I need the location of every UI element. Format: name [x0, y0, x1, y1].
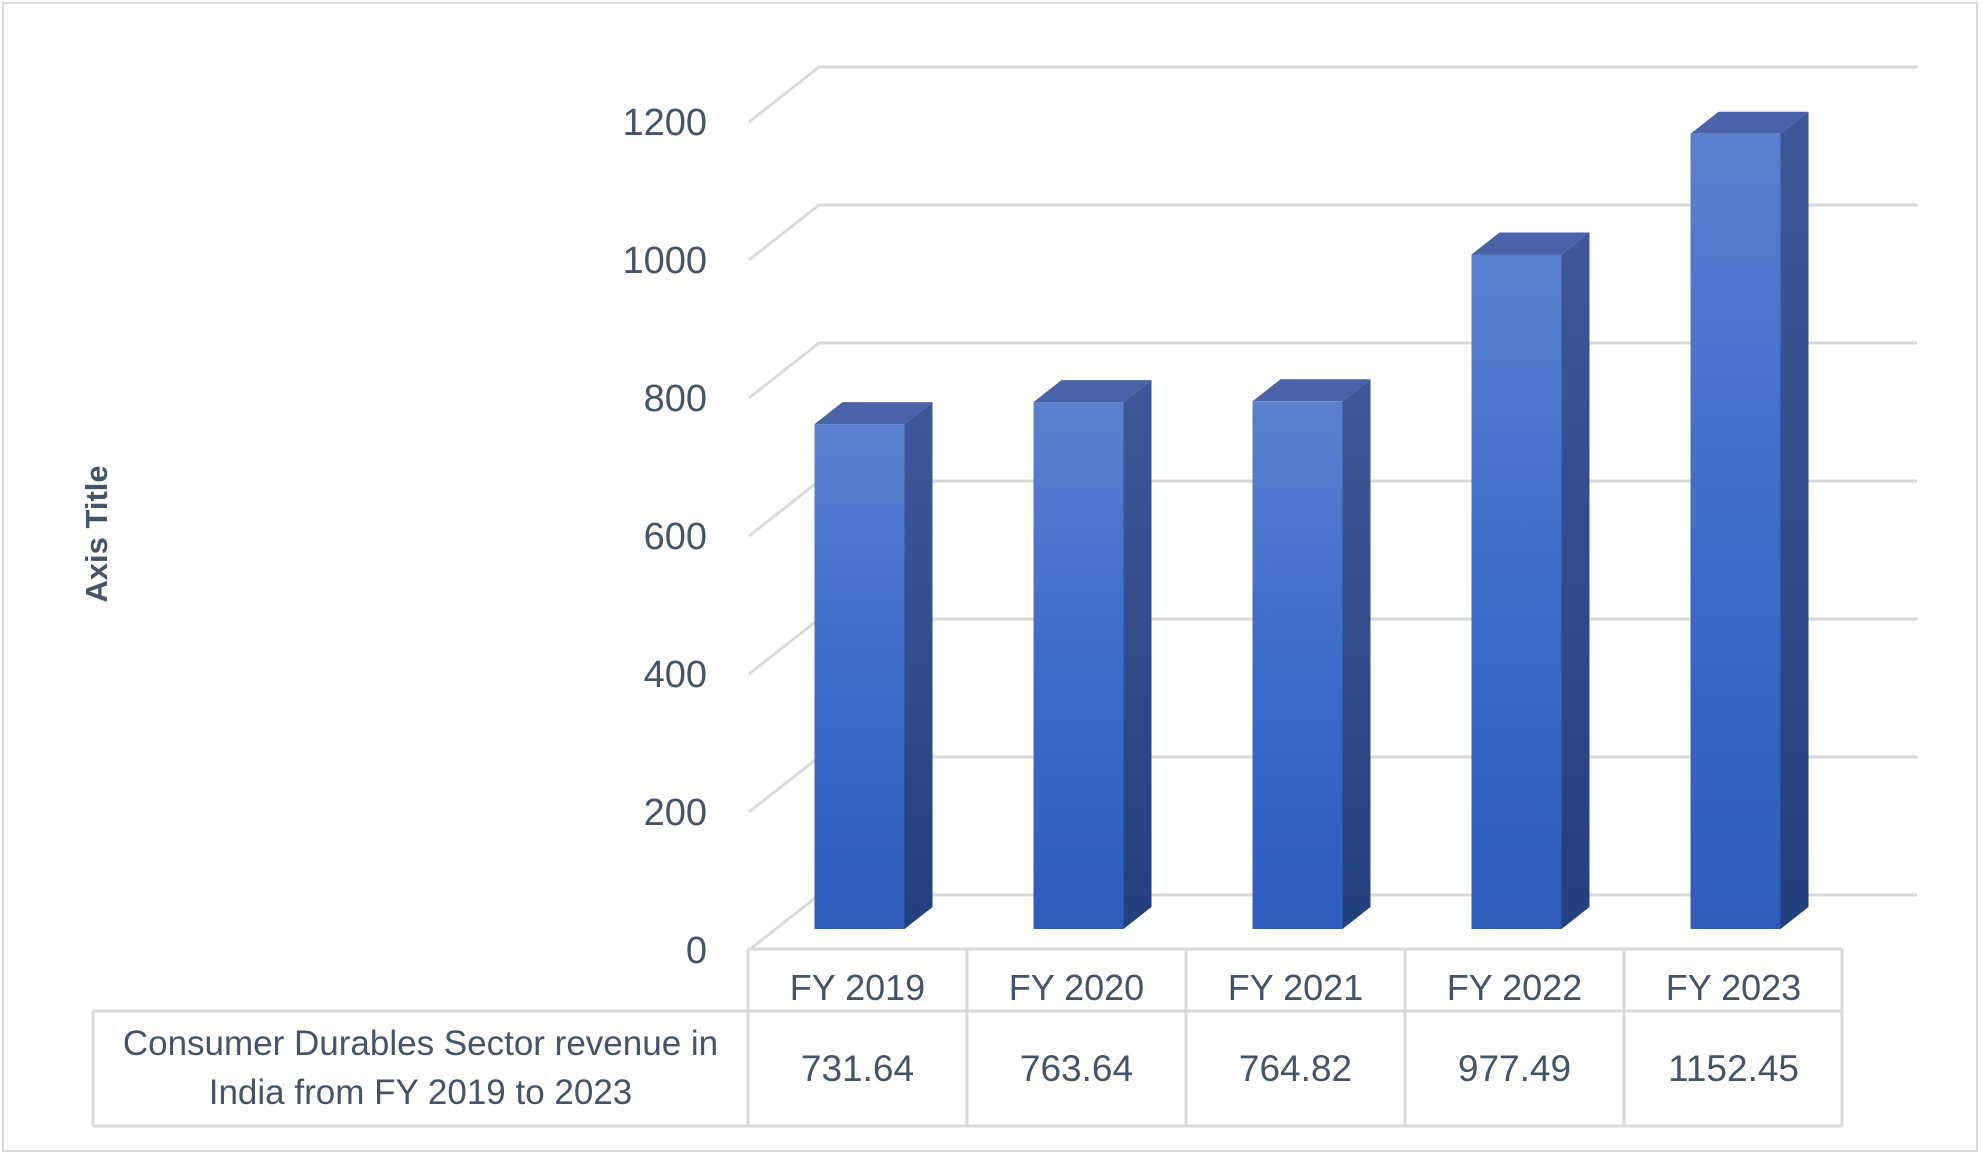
- data-value-label: 763.64: [1020, 1048, 1133, 1089]
- bar-front: [814, 424, 905, 929]
- bar-side: [1342, 379, 1371, 930]
- bar-side: [1561, 232, 1590, 929]
- bar-top: [1690, 111, 1809, 134]
- y-axis-title: Axis Title: [79, 465, 114, 602]
- bar-top: [1252, 379, 1371, 402]
- bar-front: [1252, 401, 1343, 930]
- data-value-label: 764.82: [1239, 1048, 1352, 1089]
- y-tick-label: 200: [644, 792, 707, 834]
- bars: [814, 111, 1809, 930]
- bar-top: [1471, 232, 1590, 255]
- series-name-label: Consumer Durables Sector revenue in: [123, 1024, 718, 1063]
- data-value-label: 1152.45: [1668, 1048, 1799, 1089]
- bar-side: [1123, 380, 1152, 930]
- gridline: [748, 65, 1917, 124]
- y-tick-label: 400: [644, 654, 707, 696]
- x-category-label: FY 2022: [1447, 967, 1582, 1008]
- bar-fy-2021: [1252, 379, 1371, 930]
- y-tick-label: 800: [644, 378, 707, 420]
- x-category-label: FY 2020: [1009, 967, 1144, 1008]
- series-name-label: India from FY 2019 to 2023: [209, 1073, 633, 1112]
- y-tick-label: 600: [644, 516, 707, 558]
- y-tick-label: 1200: [622, 102, 707, 144]
- bar-side: [1780, 111, 1809, 929]
- bar-top: [814, 402, 933, 425]
- x-category-label: FY 2023: [1666, 967, 1801, 1008]
- data-table: FY 2019 731.64 FY 2020 763.64 FY 2021 764.82 F…: [91, 947, 1844, 1128]
- gridline: [748, 203, 1917, 262]
- data-value-label: 731.64: [801, 1048, 914, 1089]
- x-category-label: FY 2021: [1228, 967, 1363, 1008]
- y-axis-ticks: 0 200 400 600 800 1000 1200: [622, 102, 707, 972]
- y-tick-label: 0: [686, 930, 707, 972]
- bar-top: [1033, 380, 1152, 403]
- bar-fy-2023: [1690, 111, 1809, 929]
- bar-side: [904, 402, 933, 929]
- bar-fy-2020: [1033, 380, 1152, 930]
- bar-fy-2019: [814, 402, 933, 929]
- bar-front: [1690, 133, 1781, 929]
- x-category-label: FY 2019: [790, 967, 925, 1008]
- bar-front: [1033, 402, 1124, 930]
- bar-fy-2022: [1471, 232, 1590, 929]
- data-value-label: 977.49: [1458, 1048, 1571, 1089]
- y-tick-label: 1000: [622, 240, 707, 282]
- bar-front: [1471, 254, 1562, 929]
